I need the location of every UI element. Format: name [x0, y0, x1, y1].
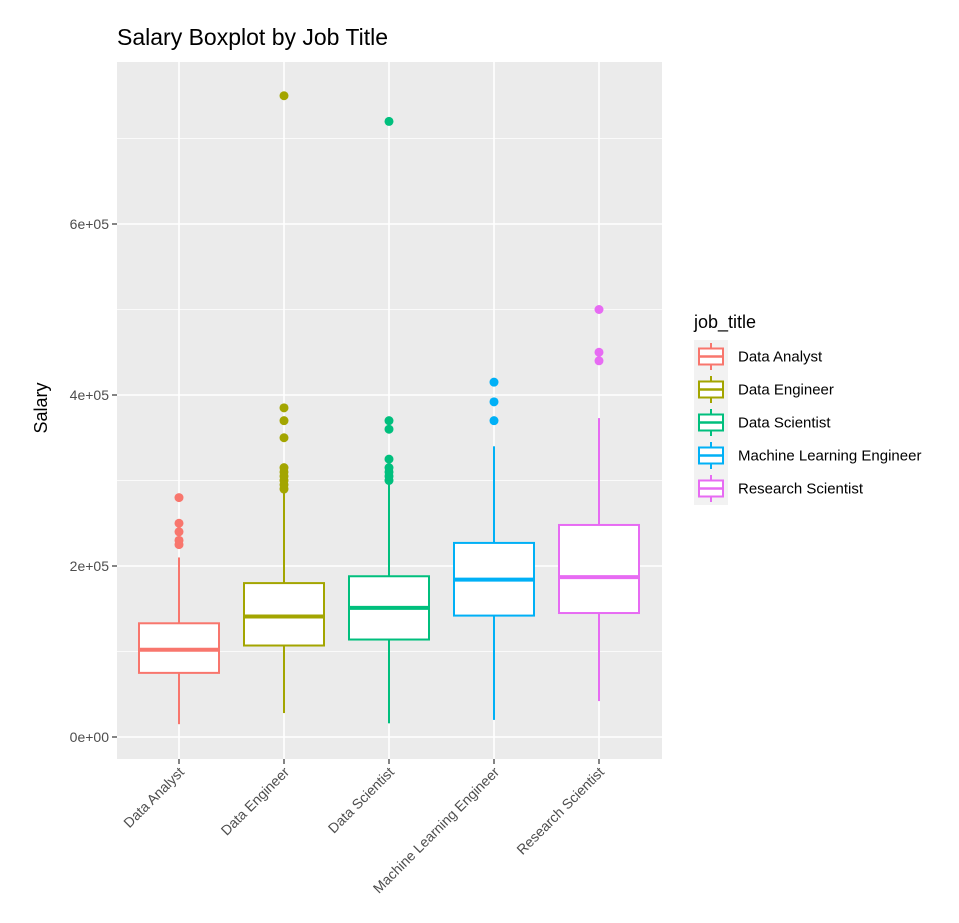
- legend-label: Data Analyst: [738, 349, 823, 366]
- outlier-point: [384, 424, 394, 434]
- legend-item: Data Scientist: [694, 406, 831, 439]
- box-body: [558, 523, 640, 615]
- outlier-point: [384, 116, 394, 126]
- legend-item: Data Analyst: [694, 340, 823, 373]
- legend-label: Data Scientist: [738, 415, 831, 432]
- outlier-point: [489, 377, 499, 387]
- legend-title: job_title: [693, 312, 756, 333]
- y-tick-label: 2e+05: [70, 558, 110, 574]
- outlier-point: [594, 356, 604, 366]
- chart-title: Salary Boxplot by Job Title: [117, 24, 388, 50]
- box-machine-learning-engineer: [453, 377, 535, 720]
- outlier-point: [279, 433, 289, 443]
- outlier-point: [174, 535, 184, 545]
- x-tick-label: Research Scientist: [513, 764, 607, 858]
- legend-label: Research Scientist: [738, 481, 864, 498]
- x-tick-label: Data Analyst: [120, 764, 187, 831]
- box-data-engineer: [243, 91, 325, 714]
- outlier-point: [174, 527, 184, 537]
- legend: job_title Data Analyst Data Engineer Data …: [693, 312, 921, 505]
- legend-item: Research Scientist: [694, 472, 864, 505]
- outlier-point: [489, 416, 499, 426]
- outlier-point: [594, 305, 604, 314]
- outlier-point: [279, 463, 289, 473]
- outlier-point: [279, 416, 289, 426]
- outlier-point: [384, 463, 394, 473]
- box-data-scientist: [348, 116, 430, 724]
- y-tick-label: 6e+05: [70, 216, 110, 232]
- boxes-group: [138, 91, 640, 725]
- y-tick-label: 0e+00: [70, 729, 110, 745]
- legend-item: Machine Learning Engineer: [694, 439, 921, 472]
- y-axis-title: Salary: [31, 382, 51, 433]
- y-axis: 0e+00 2e+05 4e+05 6e+05: [70, 216, 117, 745]
- outlier-point: [489, 397, 499, 407]
- box-data-analyst: [138, 493, 220, 725]
- y-tick-label: 4e+05: [70, 387, 110, 403]
- outlier-point: [279, 91, 289, 101]
- outlier-point: [174, 518, 184, 528]
- outlier-point: [174, 493, 184, 503]
- x-tick-label: Data Engineer: [218, 764, 293, 839]
- outlier-point: [384, 454, 394, 464]
- outlier-point: [279, 403, 289, 413]
- box-body: [243, 582, 325, 647]
- x-axis: Data Analyst Data Engineer Data ScientistM…: [120, 759, 607, 896]
- box-research-scientist: [558, 305, 640, 702]
- outlier-point: [594, 347, 604, 357]
- x-tick-label: Machine Learning Engineer: [370, 764, 503, 897]
- outlier-point: [384, 416, 394, 426]
- x-tick-label: Data Scientist: [325, 764, 397, 836]
- legend-label: Machine Learning Engineer: [738, 448, 921, 465]
- legend-label: Data Engineer: [738, 382, 834, 399]
- legend-item: Data Engineer: [694, 373, 834, 406]
